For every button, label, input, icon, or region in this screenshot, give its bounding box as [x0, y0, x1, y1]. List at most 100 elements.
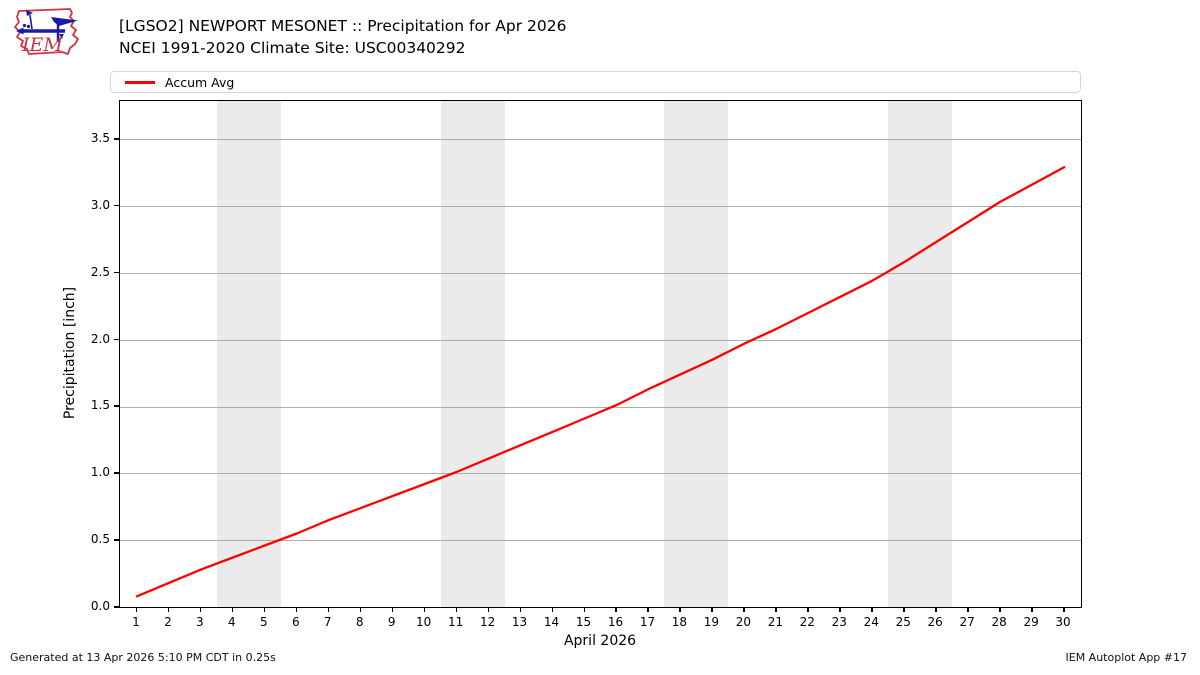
iowa-state-outline-icon: IEM	[14, 8, 79, 56]
x-tick-mark	[519, 607, 522, 612]
x-tick-label: 5	[259, 615, 268, 629]
x-tick-mark	[423, 607, 426, 612]
x-tick-mark	[231, 607, 234, 612]
x-tick-label: 16	[607, 615, 624, 629]
x-tick-label: 12	[479, 615, 496, 629]
x-tick-mark	[743, 607, 745, 612]
x-tick-label: 20	[735, 615, 751, 629]
x-tick-label: 11	[447, 615, 464, 629]
x-tick-mark	[775, 607, 777, 612]
x-tick-label: 17	[639, 615, 656, 629]
x-tick-mark	[551, 607, 554, 612]
x-tick-mark	[359, 607, 362, 612]
x-tick-mark	[583, 607, 585, 612]
x-tick-mark	[679, 607, 681, 612]
x-tick-label: 25	[895, 615, 911, 629]
plot-area	[119, 100, 1082, 608]
x-tick-label: 6	[291, 615, 300, 629]
gridline	[120, 272, 1081, 274]
x-tick-label: 23	[831, 615, 847, 629]
x-tick-label: 9	[387, 615, 396, 629]
x-tick-mark	[135, 607, 138, 612]
x-tick-mark	[647, 607, 649, 612]
x-tick-mark	[487, 607, 490, 612]
y-tick-label: 3.5	[90, 131, 110, 146]
x-tick-label: 3	[196, 615, 204, 629]
gridline	[120, 339, 1081, 341]
gridline	[120, 540, 1081, 542]
x-tick-label: 27	[959, 615, 975, 629]
x-tick-mark	[839, 607, 841, 612]
x-tick-label: 28	[991, 615, 1007, 629]
y-tick-label: 3.0	[90, 197, 110, 212]
logo-text: IEM	[21, 34, 63, 56]
x-tick-label: 14	[543, 615, 560, 629]
x-tick-mark	[871, 607, 873, 612]
x-tick-mark	[1031, 607, 1033, 612]
x-tick-label: 30	[1055, 615, 1071, 629]
gridline	[120, 473, 1081, 475]
x-tick-mark	[1063, 607, 1065, 612]
y-tick-mark	[114, 472, 119, 474]
chart-subtitle: NCEI 1991-2020 Climate Site: USC00340292	[119, 39, 466, 57]
x-tick-mark	[167, 607, 170, 612]
y-tick-label: 1.0	[90, 465, 110, 480]
y-tick-mark	[114, 271, 119, 274]
x-tick-mark	[999, 607, 1001, 612]
x-axis-label: April 2026	[563, 633, 637, 649]
gridline	[120, 205, 1081, 207]
legend-line-swatch	[125, 80, 155, 84]
x-tick-label: 22	[799, 615, 815, 629]
y-tick-mark	[114, 338, 119, 341]
x-tick-mark	[327, 607, 330, 612]
x-tick-label: 21	[767, 615, 783, 629]
x-tick-label: 2	[164, 615, 172, 629]
y-tick-mark	[114, 539, 119, 541]
y-tick-label: 0.0	[90, 599, 110, 613]
x-tick-mark	[199, 607, 202, 612]
x-tick-mark	[711, 607, 713, 612]
y-tick-label: 0.5	[90, 532, 110, 547]
y-tick-label: 2.5	[90, 264, 110, 279]
x-tick-label: 26	[927, 615, 943, 629]
weekend-band	[888, 101, 953, 607]
x-tick-mark	[903, 607, 905, 612]
x-tick-label: 7	[323, 615, 332, 629]
y-tick-mark	[114, 138, 119, 140]
x-tick-label: 13	[511, 615, 528, 629]
x-tick-label: 8	[355, 615, 364, 629]
legend-label: Accum Avg	[165, 74, 235, 90]
weekend-band	[440, 101, 505, 607]
chart-title: [LGSO2] NEWPORT MESONET :: Precipitation…	[119, 17, 567, 35]
x-tick-label: 10	[416, 615, 432, 629]
x-tick-mark	[263, 607, 266, 612]
weekend-band	[664, 101, 729, 607]
x-tick-mark	[807, 607, 809, 612]
x-tick-mark	[455, 607, 458, 612]
gridline	[120, 406, 1081, 408]
x-tick-label: 1	[132, 615, 140, 629]
x-tick-mark	[967, 607, 969, 612]
gridline	[120, 139, 1081, 141]
x-tick-mark	[295, 607, 298, 612]
app-credit-text: IEM Autoplot App #17	[1065, 651, 1188, 664]
generated-at-text: Generated at 13 Apr 2026 5:10 PM CDT in …	[10, 651, 276, 664]
y-tick-label: 2.0	[90, 331, 110, 346]
weekend-band	[216, 101, 281, 607]
weather-vane-icon	[16, 10, 78, 42]
legend: Accum Avg	[110, 71, 1081, 93]
x-tick-label: 29	[1023, 615, 1039, 629]
x-tick-mark	[391, 607, 394, 612]
x-tick-label: 24	[863, 615, 879, 629]
y-tick-mark	[114, 405, 119, 407]
y-axis-label: Precipitation [inch]	[62, 286, 78, 420]
y-tick-mark	[114, 204, 119, 207]
x-tick-label: 4	[228, 615, 236, 629]
y-tick-label: 1.5	[90, 398, 110, 413]
x-tick-label: 18	[671, 615, 688, 629]
x-tick-label: 19	[703, 615, 720, 629]
x-tick-mark	[615, 607, 617, 612]
x-tick-label: 15	[575, 615, 592, 629]
x-tick-mark	[935, 607, 937, 612]
iem-logo: IEM	[8, 4, 86, 62]
